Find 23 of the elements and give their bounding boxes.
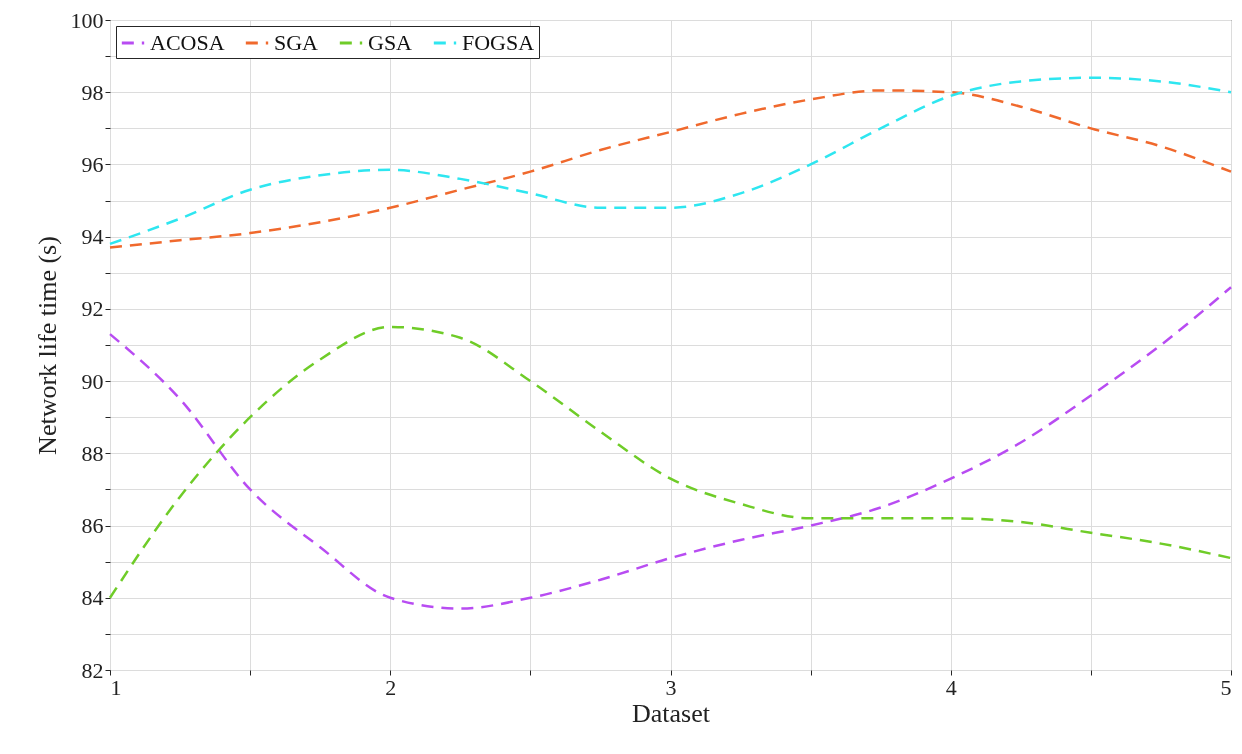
y-tick-label: 82 (81, 657, 104, 683)
y-tick-label: 98 (81, 79, 104, 105)
x-axis-title: Dataset (632, 698, 711, 728)
legend-label: FOGSA (462, 30, 535, 55)
y-tick-label: 96 (81, 151, 104, 177)
y-tick-label: 84 (81, 585, 104, 611)
x-tick-label: 3 (665, 674, 677, 700)
y-tick-label: 92 (81, 296, 104, 322)
y-tick-label: 100 (70, 7, 104, 33)
y-tick-label: 90 (81, 368, 104, 394)
y-axis-title: Network life time (s) (32, 236, 62, 455)
x-tick-label: 1 (110, 674, 122, 700)
x-tick-label: 2 (385, 674, 397, 700)
x-tick-label: 4 (945, 674, 957, 700)
line-series (108, 285, 1233, 610)
y-tick-label: 86 (81, 513, 104, 539)
line-series (108, 325, 1233, 600)
x-tick-label: 5 (1220, 674, 1232, 700)
y-tick-label: 94 (81, 224, 104, 250)
legend-label: GSA (368, 30, 413, 55)
legend-label: SGA (274, 30, 319, 55)
y-tick-label: 88 (81, 440, 104, 466)
legend-label: ACOSA (150, 30, 225, 55)
